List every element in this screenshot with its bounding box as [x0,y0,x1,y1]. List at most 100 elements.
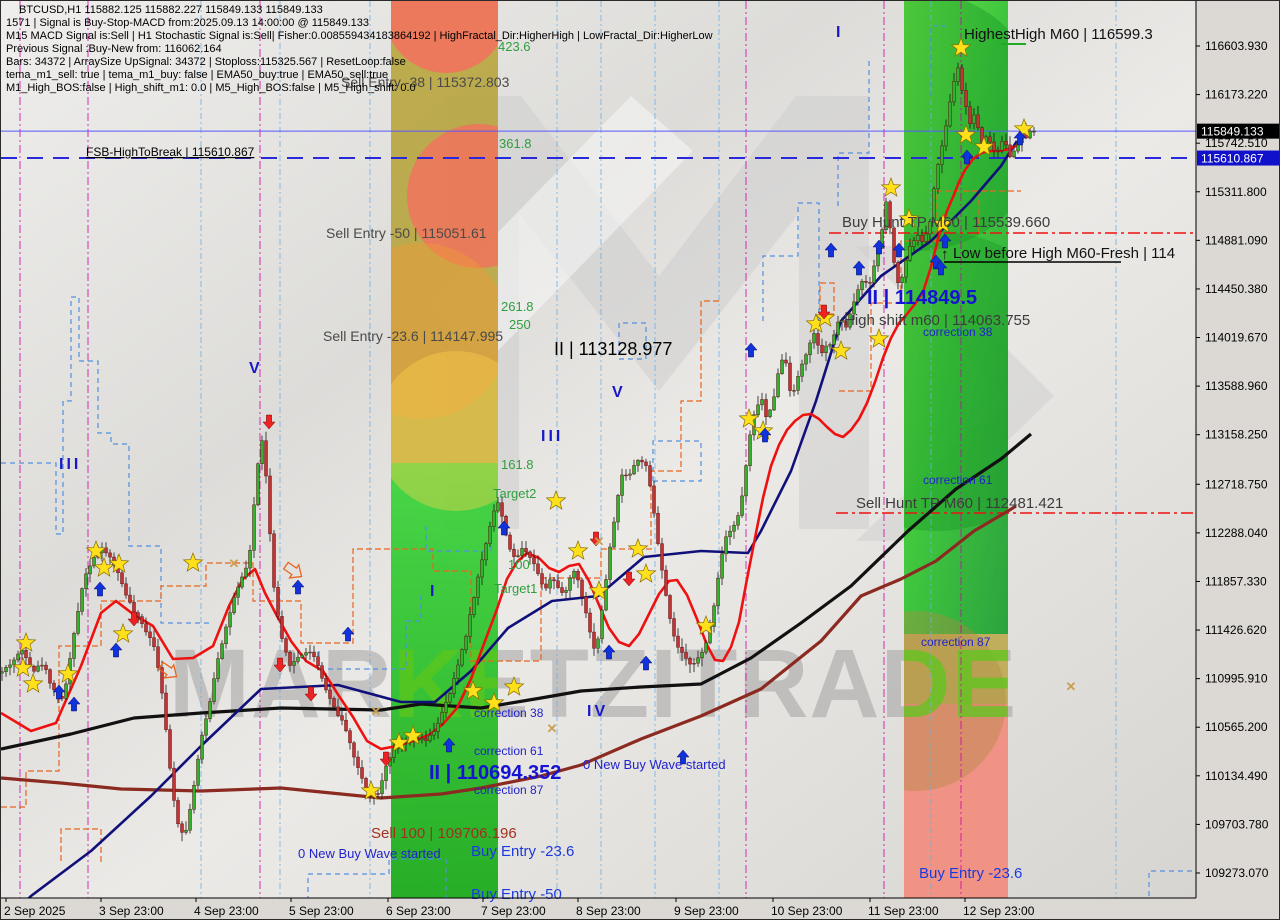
orange-step-line [1,300,721,808]
info-line: Previous Signal :Buy-New from: 116062.16… [6,43,222,55]
price-label: 109703.780 [1205,817,1269,831]
candle-body [684,652,688,659]
candle-body [812,333,816,344]
candle-body [536,563,540,574]
band-green2 [904,1,1008,634]
candle-body [4,667,8,672]
price-label: 114019.670 [1205,331,1268,345]
candle-body [548,579,552,589]
close-signal-icon: ✕ [1066,679,1077,694]
candle-body [168,729,172,769]
annotation-black15: HighestHigh M60 | 116599.3 [964,26,1153,43]
time-label: 9 Sep 23:00 [674,904,739,918]
candle-body [120,572,124,585]
star-signal-icon [93,557,115,577]
candle-body [604,579,608,611]
candle-body [580,579,584,598]
star-signal-icon [973,136,995,156]
time-label: 4 Sep 23:00 [194,904,259,918]
candle-body [696,657,700,664]
candle-body [944,125,948,147]
star-signal-icon [695,615,717,635]
candle-body [244,567,248,578]
candle-body [440,712,444,724]
annotation-fib: Target1 [494,581,537,596]
price-axis[interactable]: 116603.930 116173.220 115742.510 115311.800… [1196,39,1279,880]
buy-arrow-icon [602,644,616,660]
candle-body [40,664,44,667]
candle-body [456,664,460,679]
candle-body [616,495,620,523]
candle-body [672,618,676,637]
candle-body [756,404,760,415]
candle-body [880,229,884,249]
annotation-blue: correction 38 [923,325,993,339]
candle-body [960,67,964,91]
candle-body [852,301,856,315]
candle-body [544,583,548,589]
buy-arrow-icon [93,581,107,597]
candle-body [868,282,872,284]
candle-body [148,631,152,638]
candle-body [140,616,144,625]
candle-body [300,654,304,658]
candle-body [564,590,568,593]
candle-body [436,722,440,732]
candle-body [52,682,56,691]
star-shape [57,663,79,683]
annotation-fib: 250 [509,317,531,332]
candle-body [512,548,516,557]
sell-arrow-icon [589,531,603,547]
price-label: 115311.800 [1205,185,1267,199]
star-shape [1013,118,1035,138]
candle-body [736,515,740,526]
price-label: 111426.620 [1205,623,1267,637]
sell-arrow-icon [304,686,318,702]
candle-body [552,579,556,582]
band-olive2 [904,634,1008,704]
annotation-fib: 361.8 [499,136,532,151]
candle-body [720,553,724,579]
time-label: 5 Sep 23:00 [289,904,354,918]
annotation-roman: I [836,24,843,41]
candle-body [816,333,820,346]
candle-body [192,785,196,810]
annotation-gray: Sell Entry -50 | 115051.61 [326,225,487,241]
candle-body [64,683,68,699]
candle-body [668,595,672,619]
star-signal-icon [1013,118,1035,138]
candle-body [956,67,960,82]
candle-body [836,321,840,336]
buy-arrow-icon [1013,130,1027,146]
candle-body [1032,130,1036,133]
annotation-fsb: FSB-HighToBreak | 115610.867 [86,145,255,159]
star-signal-icon [880,177,902,197]
candle-body [788,362,792,391]
candle-body [80,588,84,612]
star-shape [567,540,589,560]
candle-body [780,359,784,374]
candle-body [716,577,720,607]
candle-body [92,556,96,567]
star-signal-icon [868,328,890,348]
time-axis[interactable]: 2 Sep 2025 3 Sep 23:00 4 Sep 23:00 5 Sep 23… [4,898,1035,918]
candle-body [796,376,800,391]
candle-body [1012,150,1016,158]
candle-body [316,656,320,666]
annotation-fib: 100 [508,557,530,572]
annotation-blue: correction 61 [474,744,544,758]
star-shape [973,136,995,156]
star-shape [738,408,760,428]
star-shape [950,37,972,57]
candle-body [508,534,512,550]
candle-body [704,642,708,653]
candle-body [916,235,920,241]
candle-body [488,526,492,544]
annotation-blue: correction 87 [474,783,544,797]
candle-body [352,742,356,758]
star-shape [388,732,410,752]
candle-body [920,235,924,242]
fsb-price-badge-label: 115610.867 [1201,152,1264,166]
annotation-gray: Sell Entry -38 | 115372.803 [341,74,510,90]
